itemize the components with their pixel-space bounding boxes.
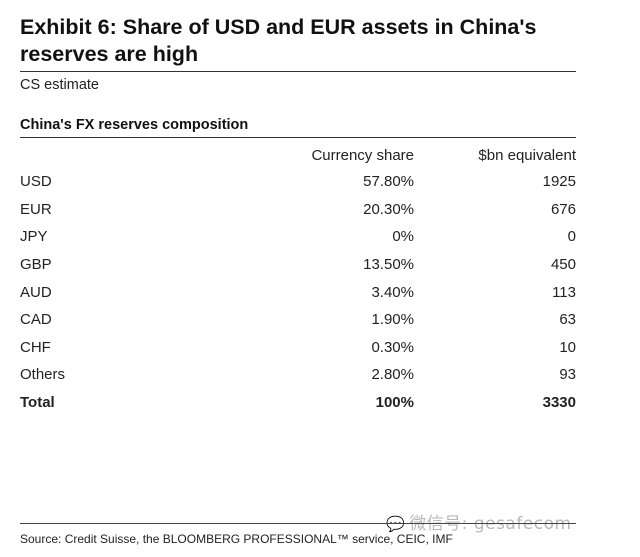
table-row: Others 2.80% 93	[20, 361, 576, 389]
table-header-row: Currency share $bn equivalent	[20, 142, 576, 168]
row-share: 0%	[392, 228, 414, 246]
row-value: 63	[559, 311, 576, 329]
row-value: 676	[550, 200, 576, 218]
row-share: 2.80%	[371, 366, 414, 384]
row-label: JPY	[20, 228, 48, 246]
watermark-text: 微信号: gesafecom	[409, 514, 572, 534]
row-label: EUR	[20, 200, 52, 218]
row-label: GBP	[20, 256, 52, 274]
fx-reserves-table: Currency share $bn equivalent USD 57.80%…	[20, 142, 576, 416]
exhibit-subtitle: CS estimate	[20, 77, 99, 93]
row-label: CHF	[20, 338, 51, 356]
source-note: Source: Credit Suisse, the BLOOMBERG PRO…	[20, 532, 453, 546]
row-label: CAD	[20, 311, 52, 329]
exhibit-title: Exhibit 6: Share of USD and EUR assets i…	[20, 14, 610, 68]
row-value: 93	[559, 366, 576, 384]
row-label: Others	[20, 366, 66, 384]
row-label: AUD	[20, 283, 52, 301]
row-value: 3330	[542, 394, 576, 412]
row-share: 1.90%	[371, 311, 414, 329]
title-divider	[20, 71, 576, 72]
table-row: JPY 0% 0	[20, 223, 576, 251]
table-row: CHF 0.30% 10	[20, 334, 576, 362]
header-label	[20, 142, 190, 168]
row-value: 113	[552, 283, 576, 301]
row-label: USD	[20, 173, 52, 191]
table-row: EUR 20.30% 676	[20, 196, 576, 224]
watermark: 💬 微信号: gesafecom	[386, 509, 572, 534]
row-share: 3.40%	[371, 283, 414, 301]
row-share: 13.50%	[363, 256, 414, 274]
table-row: GBP 13.50% 450	[20, 251, 576, 279]
table-total-row: Total 100% 3330	[20, 389, 576, 417]
header-bn-equivalent: $bn equivalent	[478, 146, 576, 164]
footer-divider	[20, 523, 576, 524]
table-row: CAD 1.90% 63	[20, 306, 576, 334]
exhibit-title-line2: reserves are high	[20, 42, 199, 66]
row-share: 20.30%	[363, 200, 414, 218]
row-value: 450	[550, 256, 576, 274]
table-title-divider	[20, 137, 576, 138]
header-currency-share: Currency share	[311, 146, 414, 164]
table-row: AUD 3.40% 113	[20, 278, 576, 306]
row-share: 0.30%	[371, 338, 414, 356]
row-value: 1925	[542, 173, 576, 191]
table-title: China's FX reserves composition	[20, 117, 249, 133]
table-row: USD 57.80% 1925	[20, 168, 576, 196]
row-share: 57.80%	[363, 173, 414, 191]
row-value: 10	[559, 338, 576, 356]
exhibit-title-line1: Exhibit 6: Share of USD and EUR assets i…	[20, 15, 537, 39]
row-value: 0	[567, 228, 576, 246]
wechat-icon: 💬	[386, 515, 406, 533]
row-share: 100%	[375, 394, 414, 412]
row-label: Total	[20, 394, 55, 412]
